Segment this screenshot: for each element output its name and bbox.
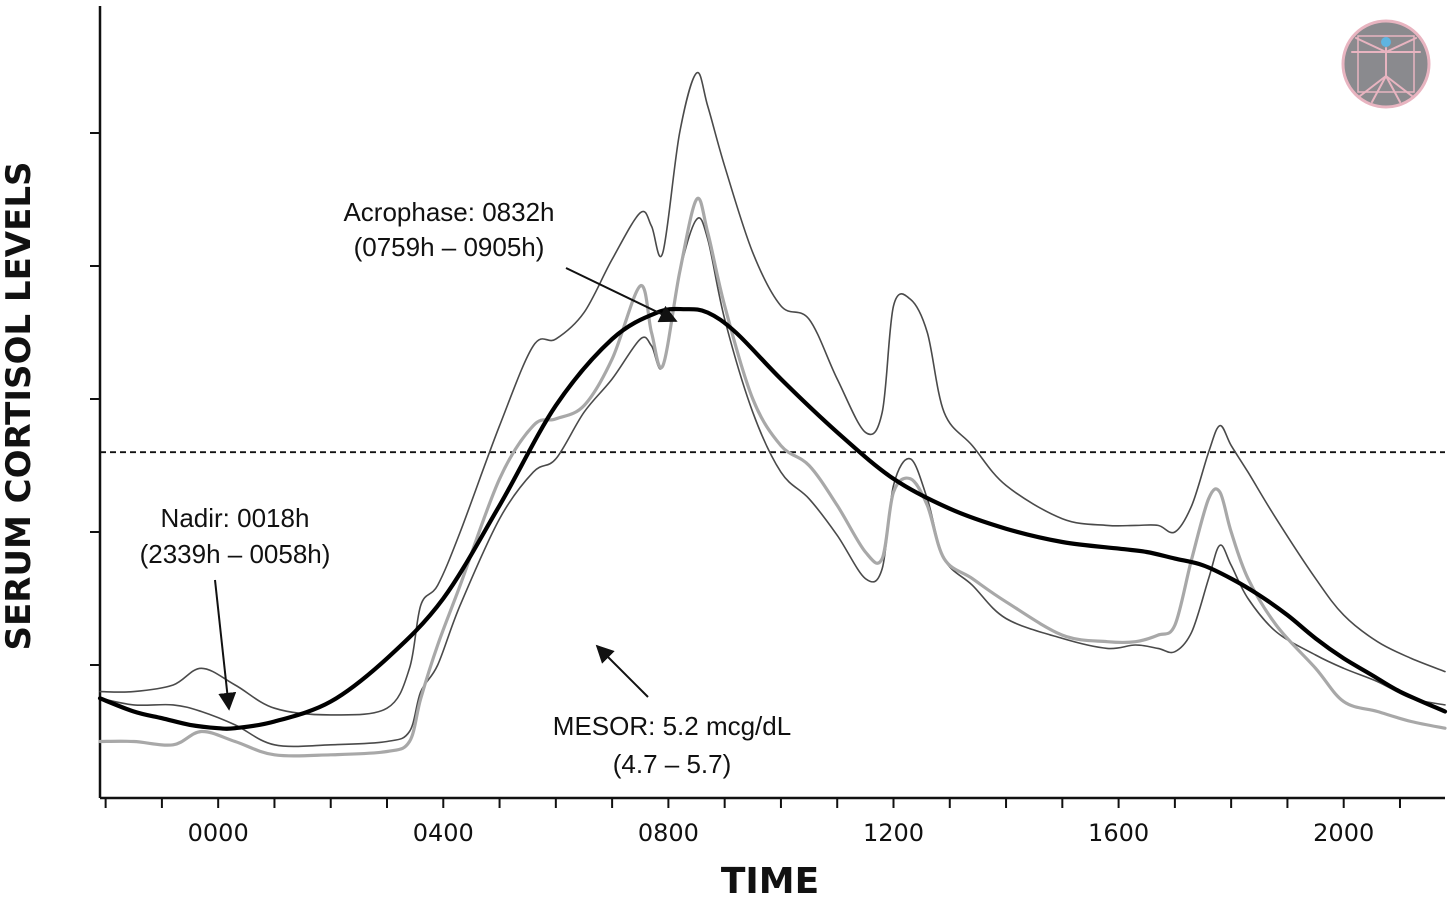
cosinor-fit-line (97, 306, 1448, 731)
mesor-arrow (595, 644, 649, 698)
x-tick-label-0400: 0400 (413, 819, 474, 847)
annotations: Acrophase: 0832h (0759h – 0905h) Nadir: … (140, 197, 792, 779)
x-tick-label-0800: 0800 (638, 819, 699, 847)
axes: 0000 0400 0800 1200 1600 2000 (90, 6, 1445, 847)
x-tick-label-0000: 0000 (188, 819, 249, 847)
acrophase-annotation: Acrophase: 0832h (0759h – 0905h) (343, 197, 678, 323)
mesor-annotation: MESOR: 5.2 mcg/dL (4.7 – 5.7) (553, 644, 791, 779)
x-tick-label-2000: 2000 (1313, 819, 1374, 847)
nadir-annotation: Nadir: 0018h (2339h – 0058h) (140, 503, 331, 711)
nadir-label: Nadir: 0018h (161, 503, 310, 533)
x-tick-label-1200: 1200 (863, 819, 924, 847)
vitruvian-man-icon (1341, 19, 1431, 109)
x-tick-label-1600: 1600 (1088, 819, 1149, 847)
mesor-label: MESOR: 5.2 mcg/dL (553, 711, 791, 741)
acrophase-range: (0759h – 0905h) (354, 232, 545, 262)
x-axis-title: TIME (721, 861, 819, 902)
acrophase-label: Acrophase: 0832h (343, 197, 554, 227)
x-axis-minor-ticks (104, 798, 1401, 808)
lower-bound-line (99, 217, 1446, 748)
x-axis-tick-labels: 0000 0400 0800 1200 1600 2000 (188, 819, 1375, 847)
upper-bound-line (99, 71, 1446, 716)
raw-cortisol-line (98, 196, 1447, 758)
mesor-range: (4.7 – 5.7) (613, 749, 732, 779)
y-axis-title: SERUM CORTISOL LEVELS (0, 162, 39, 651)
series-layer (97, 71, 1448, 758)
nadir-range: (2339h – 0058h) (140, 539, 331, 569)
nadir-arrow (214, 579, 237, 711)
y-axis-ticks (90, 132, 100, 666)
acrophase-arrow (565, 267, 678, 323)
